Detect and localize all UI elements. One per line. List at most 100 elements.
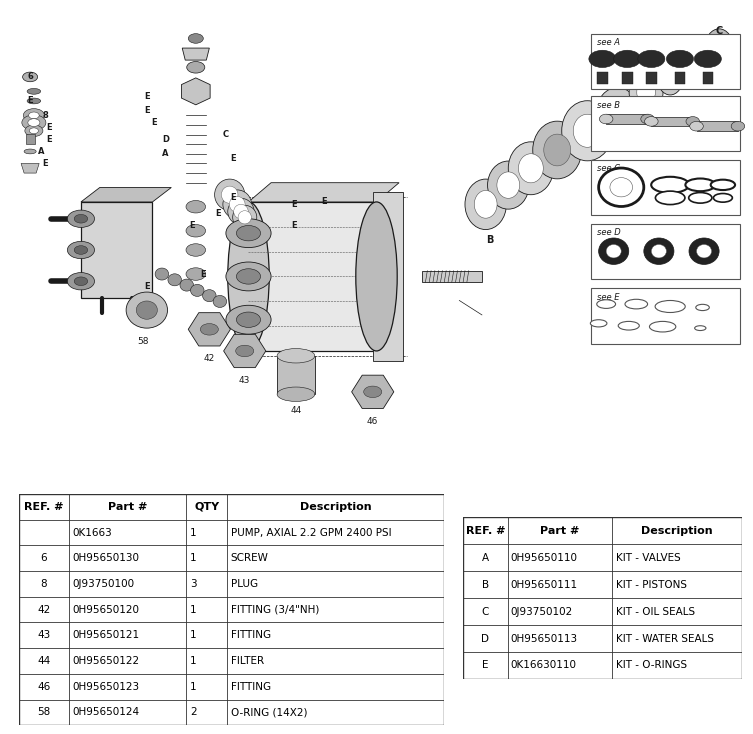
Text: 8: 8 <box>42 111 48 120</box>
Ellipse shape <box>474 190 497 218</box>
Circle shape <box>666 50 694 68</box>
Ellipse shape <box>230 197 245 212</box>
Text: Part #: Part # <box>108 502 147 512</box>
Ellipse shape <box>599 168 644 206</box>
Ellipse shape <box>233 204 248 219</box>
Text: KIT - O-RINGS: KIT - O-RINGS <box>616 661 687 670</box>
Text: 42: 42 <box>37 605 50 614</box>
Text: 0H95650110: 0H95650110 <box>511 553 578 563</box>
Text: 3: 3 <box>190 579 197 589</box>
Ellipse shape <box>191 284 204 297</box>
Ellipse shape <box>690 121 703 131</box>
Ellipse shape <box>126 292 167 328</box>
Text: see C: see C <box>597 164 620 173</box>
Ellipse shape <box>277 387 315 401</box>
Circle shape <box>23 109 44 122</box>
Ellipse shape <box>203 290 216 302</box>
Text: 46: 46 <box>367 417 379 426</box>
Ellipse shape <box>465 179 506 230</box>
Ellipse shape <box>711 180 735 190</box>
Ellipse shape <box>686 50 703 75</box>
Text: Part #: Part # <box>541 526 580 536</box>
Text: 6: 6 <box>41 553 47 563</box>
Polygon shape <box>188 313 230 346</box>
Text: FILTER: FILTER <box>230 656 264 666</box>
Circle shape <box>186 225 206 237</box>
Polygon shape <box>248 202 376 351</box>
Text: 1: 1 <box>190 605 197 614</box>
Text: KIT - WATER SEALS: KIT - WATER SEALS <box>616 633 714 644</box>
Bar <box>606 115 648 124</box>
Ellipse shape <box>277 349 315 363</box>
Text: 1: 1 <box>190 682 197 691</box>
Ellipse shape <box>562 101 613 161</box>
Text: E: E <box>46 123 52 132</box>
Circle shape <box>186 268 206 280</box>
Polygon shape <box>181 78 210 105</box>
Circle shape <box>187 62 205 73</box>
Ellipse shape <box>655 300 685 313</box>
Bar <box>26 134 35 144</box>
Circle shape <box>589 50 616 68</box>
Text: 0H95650121: 0H95650121 <box>72 631 139 640</box>
Ellipse shape <box>645 117 658 126</box>
Text: PUMP, AXIAL 2.2 GPM 2400 PSI: PUMP, AXIAL 2.2 GPM 2400 PSI <box>230 528 392 537</box>
Text: 43: 43 <box>37 631 50 640</box>
Text: E: E <box>291 200 297 209</box>
Text: O-RING (14X2): O-RING (14X2) <box>230 708 307 717</box>
Bar <box>622 72 633 84</box>
Text: 43: 43 <box>239 376 251 385</box>
Ellipse shape <box>596 87 638 136</box>
Bar <box>651 117 693 126</box>
Circle shape <box>226 219 271 247</box>
Text: Description: Description <box>300 502 371 512</box>
Text: 1: 1 <box>190 553 197 563</box>
Ellipse shape <box>696 305 709 310</box>
Text: E: E <box>151 118 157 127</box>
Ellipse shape <box>625 299 648 309</box>
Text: 0H95650124: 0H95650124 <box>72 708 139 717</box>
Polygon shape <box>81 202 152 298</box>
Text: PLUG: PLUG <box>230 579 258 589</box>
Circle shape <box>200 324 218 335</box>
Ellipse shape <box>694 326 706 330</box>
Ellipse shape <box>155 268 169 280</box>
Ellipse shape <box>689 192 712 203</box>
Text: Description: Description <box>642 526 713 536</box>
Text: see A: see A <box>597 38 620 48</box>
Ellipse shape <box>606 98 629 125</box>
Ellipse shape <box>227 202 270 351</box>
Text: 0K16630110: 0K16630110 <box>511 661 577 670</box>
Ellipse shape <box>27 98 41 103</box>
Text: 0H95650122: 0H95650122 <box>72 656 139 666</box>
Circle shape <box>186 244 206 256</box>
Circle shape <box>23 72 38 81</box>
Text: 0H95650111: 0H95650111 <box>511 580 578 589</box>
Ellipse shape <box>651 244 666 258</box>
Circle shape <box>29 112 39 119</box>
Text: 42: 42 <box>204 355 215 363</box>
Polygon shape <box>352 375 394 409</box>
Text: C: C <box>715 26 723 36</box>
Circle shape <box>74 277 87 286</box>
Text: 1: 1 <box>190 656 197 666</box>
Circle shape <box>68 241 95 258</box>
Text: 46: 46 <box>37 682 50 691</box>
Text: FITTING: FITTING <box>230 682 271 691</box>
Text: 0H95650123: 0H95650123 <box>72 682 139 691</box>
Ellipse shape <box>663 67 678 87</box>
Ellipse shape <box>136 301 157 319</box>
Ellipse shape <box>679 40 709 85</box>
Ellipse shape <box>731 121 745 131</box>
Text: REF. #: REF. # <box>24 502 63 512</box>
Ellipse shape <box>713 194 733 202</box>
Ellipse shape <box>227 198 255 225</box>
Ellipse shape <box>618 321 639 330</box>
Ellipse shape <box>24 149 36 154</box>
Text: see E: see E <box>597 294 620 302</box>
Text: SCREW: SCREW <box>230 553 269 563</box>
Text: see B: see B <box>597 101 620 110</box>
Text: E: E <box>144 282 150 291</box>
Ellipse shape <box>644 238 674 264</box>
Bar <box>697 121 738 131</box>
